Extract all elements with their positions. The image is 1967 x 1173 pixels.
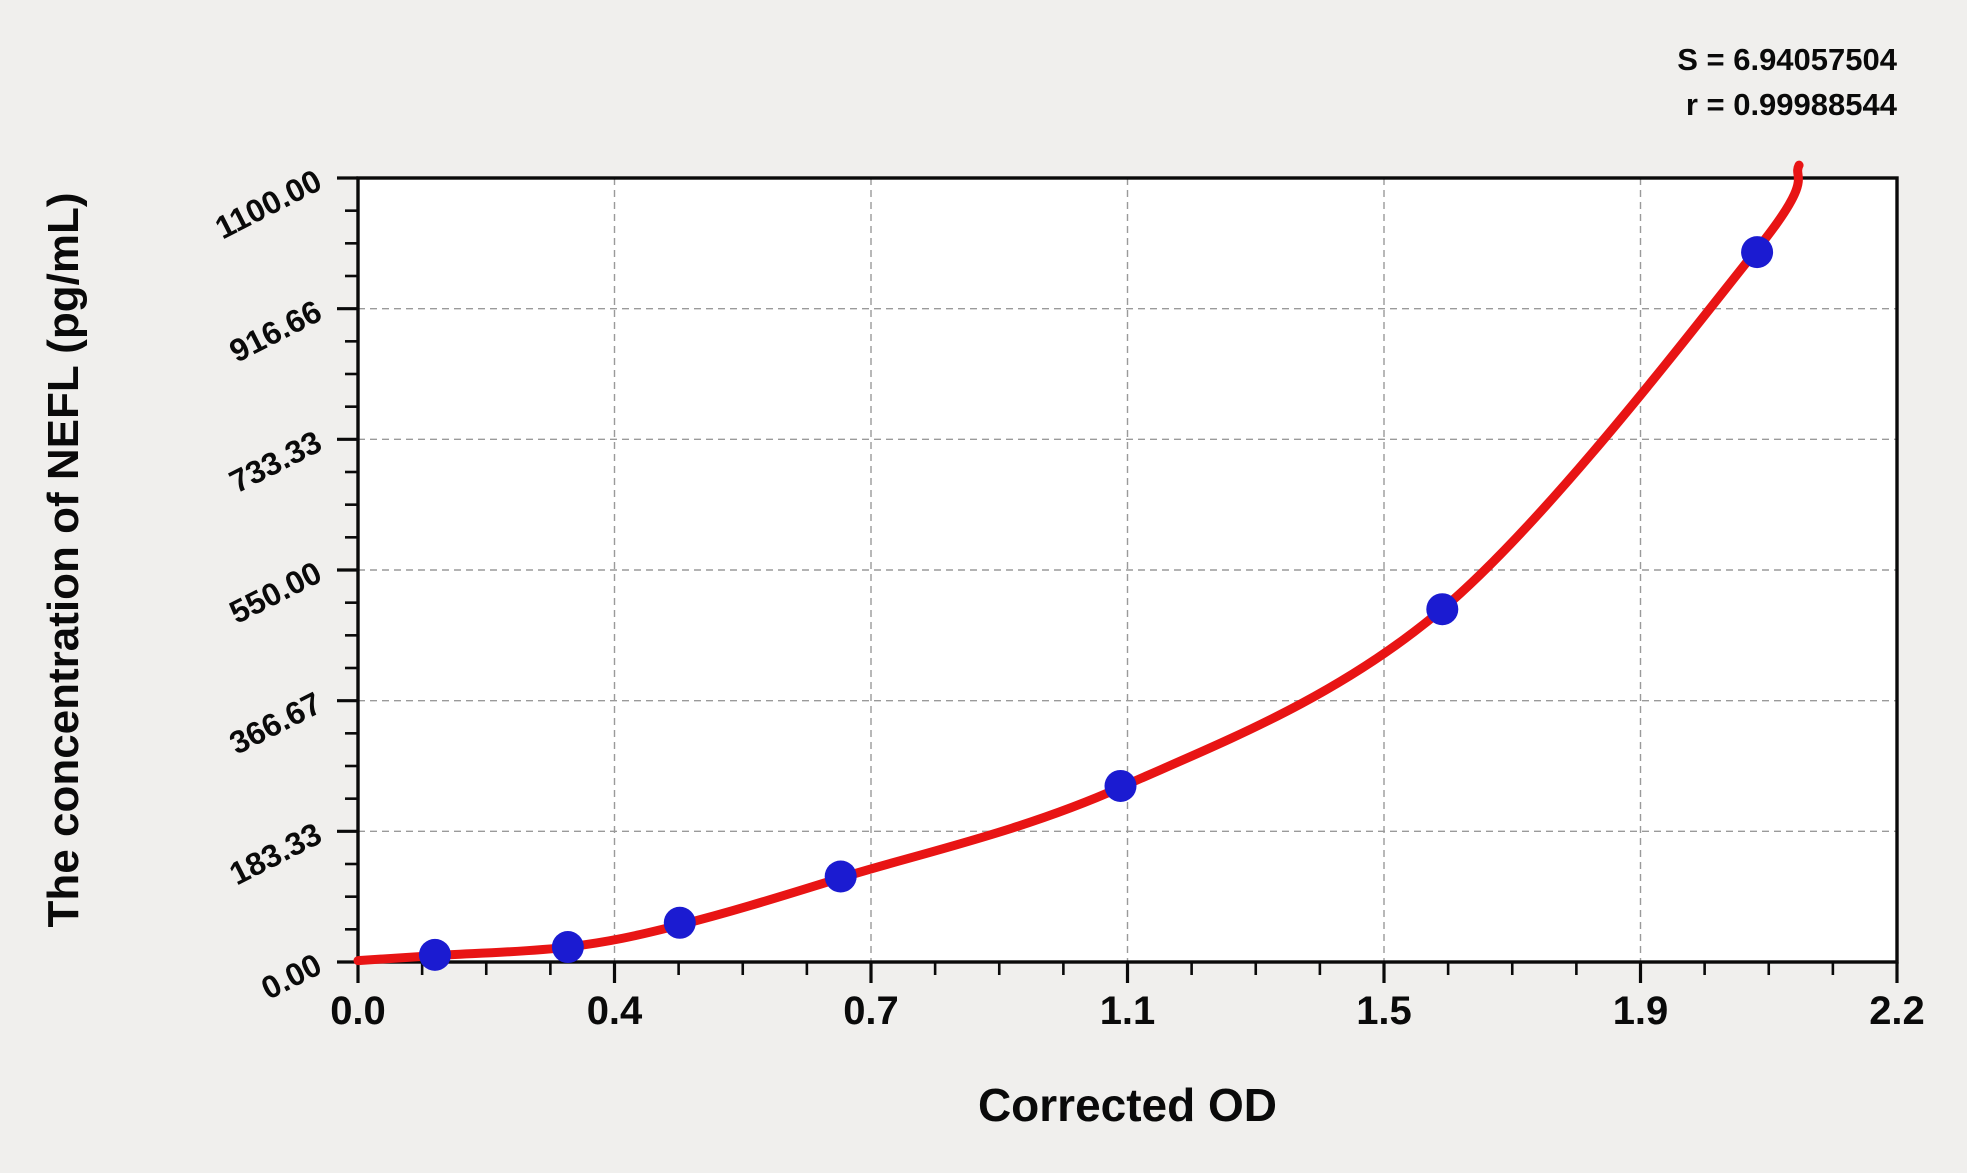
x-tick-label: 1.1	[1100, 989, 1156, 1033]
x-tick-label: 0.0	[330, 989, 386, 1033]
data-point	[1426, 593, 1459, 626]
y-tick-label: 366.67	[224, 685, 328, 762]
y-tick-label: 550.00	[224, 554, 328, 631]
data-point	[1104, 769, 1137, 802]
data-point	[551, 931, 584, 964]
y-tick-label: 0.00	[255, 946, 327, 1006]
x-tick-label: 0.4	[587, 989, 643, 1033]
y-tick-label: 916.66	[224, 293, 328, 370]
x-tick-label: 1.9	[1613, 989, 1669, 1033]
data-point	[418, 938, 451, 971]
y-tick-label: 1100.00	[209, 162, 327, 246]
y-tick-label: 183.33	[224, 815, 328, 892]
fit-statistics: S = 6.94057504 r = 0.99988544	[1677, 38, 1897, 128]
plot-frame	[356, 176, 1899, 964]
x-tick-label: 1.5	[1356, 989, 1412, 1033]
fit-curve	[353, 160, 1804, 966]
stat-s-value: S = 6.94057504	[1677, 42, 1897, 77]
y-tick-label: 733.33	[224, 423, 328, 500]
x-tick-label: 0.7	[843, 989, 899, 1033]
x-tick-label: 2.2	[1869, 989, 1925, 1033]
x-axis-title: Corrected OD	[977, 1079, 1278, 1131]
y-axis-title: The concentration of NEFL (pg/mL)	[39, 192, 88, 928]
data-point	[663, 906, 696, 939]
data-point	[1741, 236, 1774, 269]
data-point	[824, 860, 857, 893]
stat-r-value: r = 0.99988544	[1685, 86, 1897, 122]
